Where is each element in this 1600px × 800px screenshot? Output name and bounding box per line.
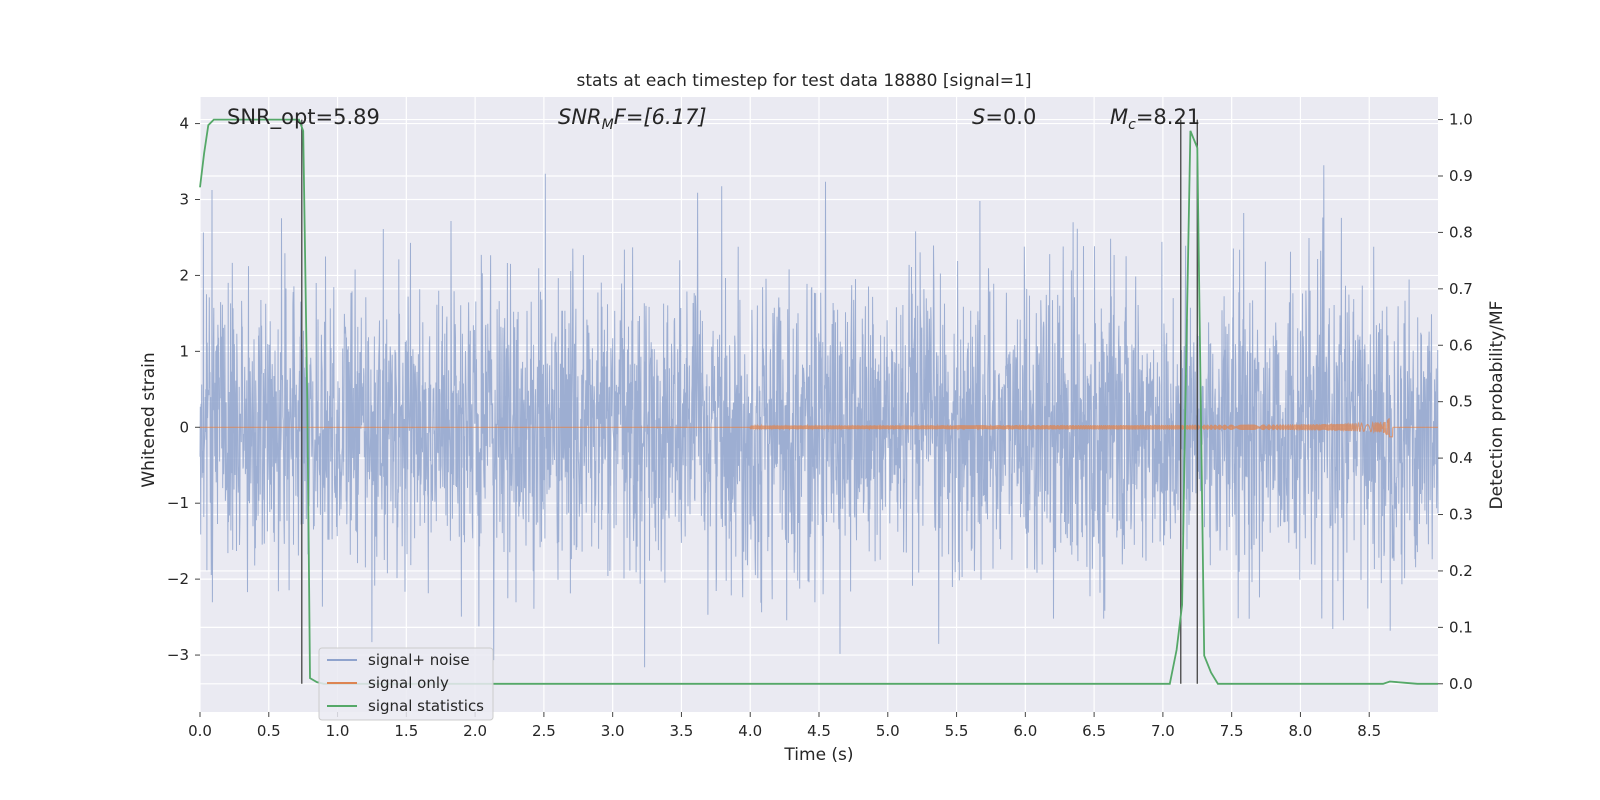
- yr-tick-label-8: 0.2: [1449, 562, 1473, 580]
- noise-line: [199, 165, 1439, 668]
- annotation-mc-prefix: M: [1110, 105, 1128, 129]
- x-tick-label-3: 1.5: [394, 722, 418, 740]
- x-axis-label: Time (s): [783, 745, 853, 765]
- annotation-s-prefix: S: [972, 105, 985, 129]
- annotation-mc-rest: =8.21: [1136, 105, 1200, 129]
- y-axis-right-ticks: 1.0 0.9 0.8 0.7 0.6 0.5 0.4 0.3 0.2 0.1 0.0: [1438, 111, 1473, 693]
- yr-tick-label-10: 0.0: [1449, 675, 1473, 693]
- annotation-snr-mf-rest: F=[6.17]: [614, 105, 707, 129]
- legend-label-signal-noise: signal+ noise: [368, 651, 470, 669]
- annotation-mc: Mc=8.21: [1110, 105, 1200, 133]
- x-tick-label-12: 6.0: [1013, 722, 1037, 740]
- x-tick-label-14: 7.0: [1151, 722, 1175, 740]
- yr-tick-label-7: 0.3: [1449, 506, 1473, 524]
- series-signal-only: [200, 418, 1438, 438]
- annotation-mc-sub: c: [1128, 117, 1136, 133]
- series-signal-noise: [199, 165, 1439, 668]
- x-tick-label-15: 7.5: [1220, 722, 1244, 740]
- yr-tick-label-0: 1.0: [1449, 111, 1473, 129]
- x-tick-label-5: 2.5: [532, 722, 556, 740]
- statistics-line: [199, 118, 1438, 685]
- detection-markers: [301, 119, 1198, 684]
- x-tick-label-0: 0.0: [188, 722, 212, 740]
- yr-tick-label-9: 0.1: [1449, 618, 1473, 636]
- y-axis-right-label: Detection probability/MF: [1487, 301, 1507, 510]
- x-tick-label-10: 5.0: [876, 722, 900, 740]
- annotation-snr-mf-prefix: SNR: [558, 105, 602, 129]
- yr-tick-label-2: 0.8: [1449, 223, 1473, 241]
- yl-tick-label-1: 3: [179, 191, 189, 209]
- series-signal-statistics: [199, 118, 1438, 685]
- annotation-snr-mf-sub: M: [602, 117, 614, 133]
- annotation-s: S=0.0: [972, 105, 1036, 129]
- signal-only-line: [200, 418, 1438, 438]
- legend-box: [318, 647, 494, 721]
- yr-tick-label-4: 0.6: [1449, 336, 1473, 354]
- x-tick-label-9: 4.5: [807, 722, 831, 740]
- yl-tick-label-5: −1: [167, 494, 189, 512]
- chart-title: stats at each timestep for test data 188…: [577, 71, 1032, 91]
- annotation-snr-mf: SNRMF=[6.17]: [558, 105, 707, 133]
- yr-tick-label-5: 0.5: [1449, 393, 1473, 411]
- yl-tick-label-0: 4: [179, 115, 189, 133]
- legend: signal+ noise signal only signal statist…: [318, 647, 494, 721]
- x-tick-label-11: 5.5: [945, 722, 969, 740]
- x-tick-label-2: 1.0: [326, 722, 350, 740]
- x-axis-ticks: 0.0 0.5 1.0 1.5 2.0 2.5 3.0 3.5 4.0 4.5 5.0 5.5 6.0 6…: [188, 712, 1381, 740]
- yr-tick-label-6: 0.4: [1449, 449, 1473, 467]
- y-axis-left-ticks: 4 3 2 1 0 −1 −2 −3: [167, 115, 200, 664]
- x-tick-label-1: 0.5: [257, 722, 281, 740]
- x-tick-label-16: 8.0: [1289, 722, 1313, 740]
- y-axis-left-label: Whitened strain: [139, 352, 159, 487]
- yl-tick-label-7: −3: [167, 646, 189, 664]
- x-tick-label-8: 4.0: [738, 722, 762, 740]
- x-tick-label-4: 2.0: [463, 722, 487, 740]
- yl-tick-label-6: −2: [167, 570, 189, 588]
- x-tick-label-17: 8.5: [1357, 722, 1381, 740]
- legend-label-signal-only: signal only: [368, 674, 449, 692]
- yl-tick-label-4: 0: [179, 418, 189, 436]
- yr-tick-label-3: 0.7: [1449, 280, 1473, 298]
- yr-tick-label-1: 0.9: [1449, 167, 1473, 185]
- annotation-snr-opt: SNR_opt=5.89: [227, 105, 380, 130]
- yl-tick-label-3: 1: [179, 342, 189, 360]
- legend-label-signal-statistics: signal statistics: [368, 697, 484, 715]
- x-tick-label-13: 6.5: [1082, 722, 1106, 740]
- annotation-s-rest: =0.0: [985, 105, 1036, 129]
- x-tick-label-6: 3.0: [601, 722, 625, 740]
- x-tick-label-7: 3.5: [670, 722, 694, 740]
- yl-tick-label-2: 2: [179, 266, 189, 284]
